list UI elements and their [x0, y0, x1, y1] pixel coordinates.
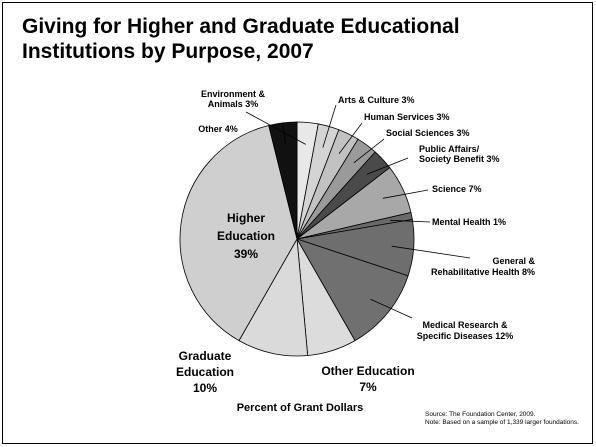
- chart-title: Giving for Higher and Graduate Education…: [22, 15, 460, 63]
- source-line: Source: The Foundation Center, 2009.: [425, 411, 536, 418]
- leader-line: [322, 104, 337, 148]
- slice-label-line: Education: [176, 365, 234, 379]
- leader-line: [282, 123, 286, 145]
- slice-label-line: Arts & Culture 3%: [338, 95, 415, 105]
- slice-label-line: Environment &: [201, 89, 266, 99]
- leader-line: [366, 157, 409, 175]
- slice-label: Arts & Culture 3%: [338, 95, 415, 105]
- slice-label-line: Human Services 3%: [364, 112, 450, 122]
- slice-label: Human Services 3%: [364, 112, 450, 122]
- note-line: Note: Based on a sample of 1,339 larger …: [425, 419, 579, 426]
- leader-line: [370, 298, 413, 319]
- slice-label: Social Sciences 3%: [386, 128, 470, 138]
- leader-line: [390, 219, 431, 223]
- slice-label: Other Education 7%: [321, 364, 414, 394]
- leader-line: [391, 245, 471, 259]
- slice-label-line: 10%: [193, 381, 217, 395]
- leader-line: [353, 138, 385, 164]
- slice-label-line: Social Sciences 3%: [386, 128, 470, 138]
- chart-caption: Percent of Grant Dollars: [236, 402, 364, 414]
- slice-label: Medical Research & Specific Diseases 12%: [417, 320, 514, 341]
- slice-label: General & Rehabilitative Health 8%: [431, 256, 536, 277]
- leader-line: [245, 111, 306, 145]
- slice-label: Other 4%: [198, 124, 238, 134]
- slice-label-line: Animals 3%: [208, 99, 259, 109]
- slice-label-line: Rehabilitative Health 8%: [431, 267, 535, 277]
- pie-slice: [268, 121, 298, 240]
- slice-label: Public Affairs/Society Benefit 3%: [419, 144, 500, 164]
- slice-label-line: Public Affairs/: [419, 144, 480, 154]
- slice-label: Graduate Education 10%: [176, 349, 234, 395]
- slice-label-line: Medical Research &: [422, 320, 508, 330]
- slice-label-line: Higher: [227, 211, 265, 225]
- slice-label-line: Graduate: [179, 349, 232, 363]
- slice-label: Higher Education 39%: [217, 211, 275, 261]
- slice-label-line: Science 7%: [432, 184, 482, 194]
- slice-label-line: Education: [217, 229, 275, 243]
- pie-slice: [179, 124, 298, 342]
- slice-label-line: Other 4%: [198, 124, 238, 134]
- slice-label: Environment & Animals 3%: [201, 89, 266, 109]
- leader-line: [382, 189, 429, 199]
- pie-slice: [296, 238, 409, 342]
- slice-label-line: Other Education: [321, 364, 414, 378]
- slice-label: Science 7%: [432, 184, 482, 194]
- slice-label-line: Society Benefit 3%: [419, 154, 500, 164]
- slice-label-line: Mental Health 1%: [432, 217, 506, 227]
- slice-label-line: General &: [492, 256, 535, 266]
- slice-label-line: 7%: [359, 380, 377, 394]
- slice-label-line: Specific Diseases 12%: [417, 331, 514, 341]
- slice-label: Mental Health 1%: [432, 217, 506, 227]
- leader-line: [338, 122, 363, 155]
- slice-label-line: 39%: [234, 247, 258, 261]
- source-note: Source: The Foundation Center, 2009. Not…: [425, 411, 590, 427]
